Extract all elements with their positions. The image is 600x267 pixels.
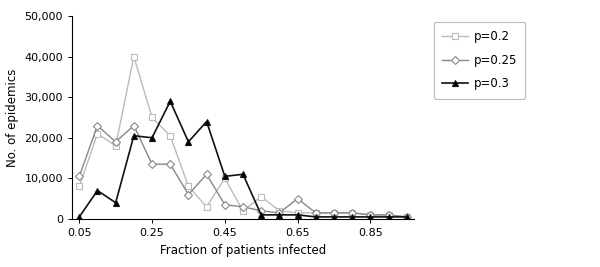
p=0.25 [94, 124, 101, 127]
p=0.3 [221, 175, 229, 178]
p=0.3 [130, 134, 137, 137]
p=0.2 [367, 213, 374, 217]
p=0.3 [257, 213, 265, 217]
p=0.25 [367, 213, 374, 217]
p=0.2 [76, 185, 83, 188]
p=0.2 [331, 211, 338, 214]
p=0.25 [257, 209, 265, 213]
p=0.2 [294, 211, 301, 214]
p=0.3 [112, 201, 119, 204]
p=0.2 [221, 177, 229, 180]
p=0.25 [148, 163, 155, 166]
p=0.25 [294, 197, 301, 200]
p=0.3 [294, 213, 301, 217]
p=0.25 [167, 163, 174, 166]
p=0.2 [203, 205, 210, 208]
p=0.2 [257, 195, 265, 198]
p=0.25 [312, 211, 319, 214]
p=0.2 [94, 132, 101, 135]
p=0.25 [276, 211, 283, 214]
p=0.2 [239, 209, 247, 213]
Line: p=0.2: p=0.2 [76, 54, 410, 220]
p=0.3 [331, 215, 338, 218]
p=0.3 [148, 136, 155, 139]
Line: p=0.25: p=0.25 [76, 123, 410, 220]
p=0.3 [167, 100, 174, 103]
p=0.3 [349, 215, 356, 218]
p=0.3 [403, 215, 410, 218]
p=0.3 [185, 140, 192, 143]
p=0.2 [148, 116, 155, 119]
p=0.3 [203, 120, 210, 123]
p=0.2 [185, 185, 192, 188]
p=0.25 [331, 211, 338, 214]
p=0.25 [403, 215, 410, 218]
p=0.3 [276, 213, 283, 217]
p=0.2 [385, 213, 392, 217]
p=0.25 [203, 173, 210, 176]
p=0.25 [185, 193, 192, 196]
p=0.25 [349, 211, 356, 214]
p=0.25 [385, 213, 392, 217]
p=0.3 [239, 173, 247, 176]
p=0.2 [403, 215, 410, 218]
p=0.2 [276, 209, 283, 213]
Legend: p=0.2, p=0.25, p=0.3: p=0.2, p=0.25, p=0.3 [434, 22, 526, 99]
p=0.25 [239, 205, 247, 208]
p=0.2 [112, 144, 119, 147]
p=0.25 [221, 203, 229, 206]
p=0.2 [312, 211, 319, 214]
p=0.25 [130, 124, 137, 127]
Line: p=0.3: p=0.3 [76, 99, 410, 220]
p=0.3 [76, 215, 83, 218]
X-axis label: Fraction of patients infected: Fraction of patients infected [160, 244, 326, 257]
p=0.2 [130, 55, 137, 58]
p=0.2 [167, 134, 174, 137]
p=0.25 [112, 140, 119, 143]
p=0.3 [367, 215, 374, 218]
p=0.2 [349, 211, 356, 214]
p=0.25 [76, 175, 83, 178]
p=0.3 [312, 215, 319, 218]
p=0.3 [385, 215, 392, 218]
Y-axis label: No. of epidemics: No. of epidemics [6, 68, 19, 167]
p=0.3 [94, 189, 101, 192]
